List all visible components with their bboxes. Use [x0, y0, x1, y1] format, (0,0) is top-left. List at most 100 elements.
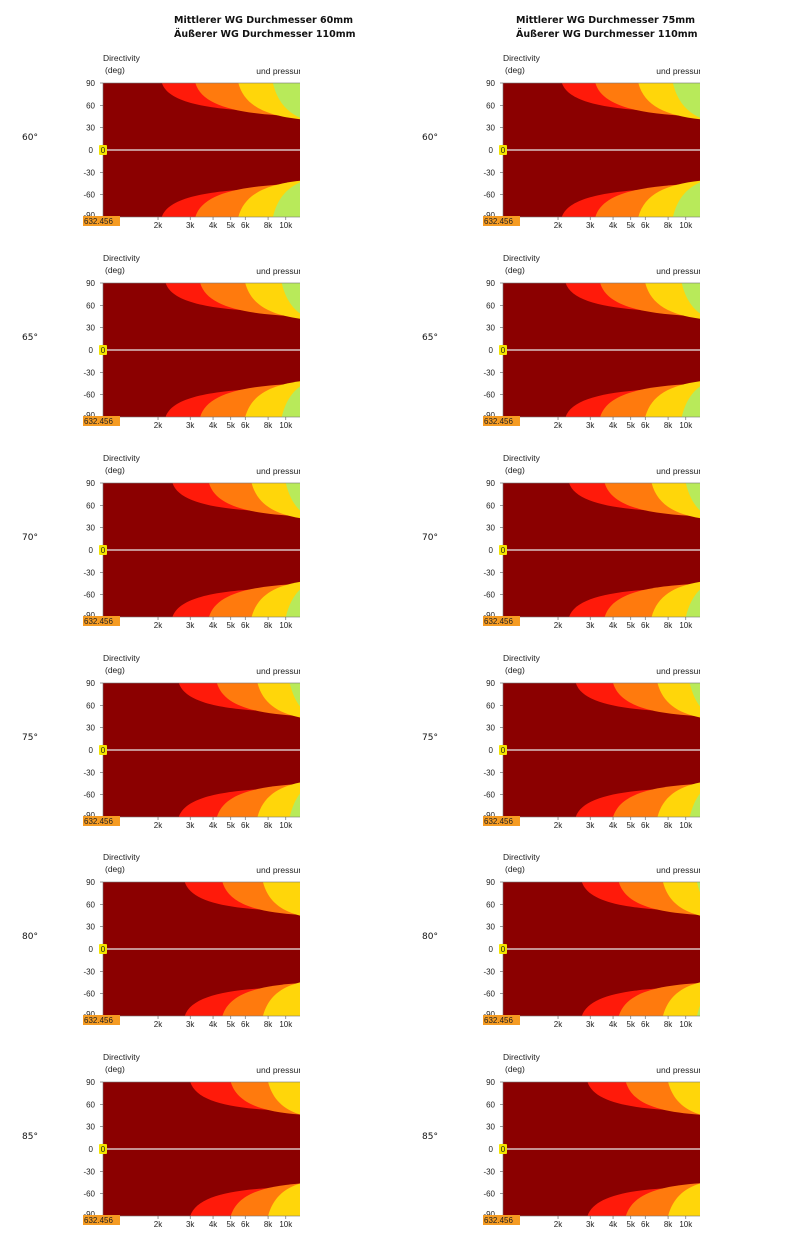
cursor-marker-label: 0 — [501, 146, 506, 155]
y-tick-label: 60 — [86, 701, 95, 710]
cursor-readout-box — [483, 1215, 520, 1225]
x-tick-label: 5k — [227, 221, 236, 230]
x-tick-label: 8k — [264, 821, 273, 830]
y-tick-label: -90 — [83, 611, 95, 620]
y-axis-unit: (deg) — [505, 1064, 525, 1074]
y-tick-label: -90 — [83, 1210, 95, 1219]
x-tick-label: 2k — [154, 221, 163, 230]
y-tick-label: -30 — [83, 967, 95, 976]
y-axis-unit: (deg) — [105, 864, 125, 874]
x-tick-label: 2k — [554, 821, 563, 830]
y-tick-label: -90 — [83, 411, 95, 420]
x-tick-label: 10k — [679, 1220, 693, 1229]
x-tick-label: 8k — [664, 221, 673, 230]
row-angle-label: 60° — [422, 133, 438, 143]
x-tick-label: 10k — [679, 1020, 693, 1029]
y-tick-label: 30 — [86, 724, 95, 733]
directivity-svg: Directivity (deg) und pressure at 1m, Leve… — [483, 852, 700, 1029]
y-tick-label: -30 — [483, 1167, 495, 1176]
y-tick-label: -30 — [483, 568, 495, 577]
y-tick-label: 0 — [89, 1145, 94, 1154]
x-tick-label: 4k — [209, 1020, 218, 1029]
directivity-panel: Directivity (deg) und pressure at 1m, Leve… — [400, 450, 700, 640]
y-tick-label: -60 — [483, 990, 495, 999]
y-tick-label: 30 — [486, 124, 495, 133]
x-tick-label: 4k — [609, 421, 618, 430]
directivity-panel: Directivity (deg) und pressure at 1m, Leve… — [0, 1049, 300, 1239]
x-tick-label: 6k — [641, 821, 650, 830]
y-tick-label: -30 — [83, 768, 95, 777]
y-tick-label: 90 — [86, 679, 95, 688]
x-tick-label: 8k — [664, 1220, 673, 1229]
x-tick-label: 10k — [279, 621, 293, 630]
x-tick-label: 3k — [586, 621, 595, 630]
x-tick-label: 2k — [554, 1220, 563, 1229]
y-tick-label: 60 — [86, 301, 95, 310]
y-tick-label: -90 — [83, 1010, 95, 1019]
y-tick-label: -30 — [483, 768, 495, 777]
cursor-readout-label: 632.456 — [484, 1216, 513, 1225]
cursor-readout-box — [83, 216, 120, 226]
directivity-svg: Directivity (deg) und pressure at 1m, Leve… — [83, 653, 300, 830]
directivity-panel: Directivity (deg) und pressure at 1m, Leve… — [0, 250, 300, 440]
y-axis-label: Directivity — [503, 653, 541, 663]
row-angle-label: 70° — [22, 533, 38, 543]
cursor-marker-box — [499, 1144, 507, 1154]
x-tick-label: 4k — [609, 1220, 618, 1229]
y-tick-label: -60 — [483, 791, 495, 800]
y-axis-unit: (deg) — [505, 665, 525, 675]
y-tick-label: -90 — [83, 811, 95, 820]
x-tick-label: 2k — [554, 621, 563, 630]
cursor-marker-label: 0 — [501, 346, 506, 355]
y-axis-label: Directivity — [103, 453, 141, 463]
y-tick-label: -60 — [483, 1190, 495, 1199]
directivity-panel: Directivity (deg) und pressure at 1m, Leve… — [0, 450, 300, 640]
directivity-svg: Directivity (deg) und pressure at 1m, Leve… — [483, 453, 700, 630]
directivity-svg: Directivity (deg) und pressure at 1m, Leve… — [483, 653, 700, 830]
x-tick-label: 6k — [241, 421, 250, 430]
y-tick-label: -90 — [483, 1210, 495, 1219]
left-header-line1: Mittlerer WG Durchmesser 60mm — [174, 15, 354, 26]
x-tick-label: 4k — [609, 221, 618, 230]
y-tick-label: -60 — [83, 791, 95, 800]
x-tick-label: 4k — [609, 1020, 618, 1029]
y-tick-label: 0 — [489, 346, 494, 355]
level-axis-label: und pressure at 1m, Level (dB) — [256, 466, 300, 476]
y-tick-label: -90 — [483, 211, 495, 220]
cursor-marker-box — [499, 545, 507, 555]
y-tick-label: 0 — [89, 146, 94, 155]
level-band — [272, 182, 300, 217]
y-axis-unit: (deg) — [105, 265, 125, 275]
y-tick-label: 60 — [486, 900, 495, 909]
plot-area — [103, 83, 300, 217]
x-tick-label: 3k — [186, 421, 195, 430]
x-tick-label: 6k — [641, 1020, 650, 1029]
x-tick-label: 3k — [186, 621, 195, 630]
row-angle-label: 80° — [422, 932, 438, 942]
x-tick-label: 2k — [154, 1220, 163, 1229]
cursor-readout-box — [83, 616, 120, 626]
y-tick-label: 30 — [486, 1123, 495, 1132]
level-axis-label: und pressure at 1m, Level (dB) — [656, 466, 700, 476]
x-tick-label: 8k — [664, 421, 673, 430]
cursor-marker-box — [99, 345, 107, 355]
cursor-readout-box — [483, 816, 520, 826]
directivity-svg: Directivity (deg) und pressure at 1m, Leve… — [83, 253, 300, 430]
y-tick-label: -60 — [83, 990, 95, 999]
y-tick-label: 90 — [486, 79, 495, 88]
y-tick-label: -30 — [483, 168, 495, 177]
x-tick-label: 2k — [554, 421, 563, 430]
level-band — [668, 1183, 700, 1216]
x-tick-label: 10k — [279, 221, 293, 230]
x-tick-label: 6k — [641, 621, 650, 630]
directivity-panel: Directivity (deg) und pressure at 1m, Leve… — [400, 250, 700, 440]
y-tick-label: -60 — [483, 591, 495, 600]
x-tick-label: 5k — [227, 1220, 236, 1229]
row-angle-label: 80° — [22, 932, 38, 942]
y-tick-label: 30 — [486, 524, 495, 533]
x-tick-label: 4k — [209, 1220, 218, 1229]
y-axis-unit: (deg) — [105, 665, 125, 675]
y-axis-label: Directivity — [103, 852, 141, 862]
level-band — [289, 683, 300, 707]
cursor-readout-label: 632.456 — [84, 1216, 113, 1225]
